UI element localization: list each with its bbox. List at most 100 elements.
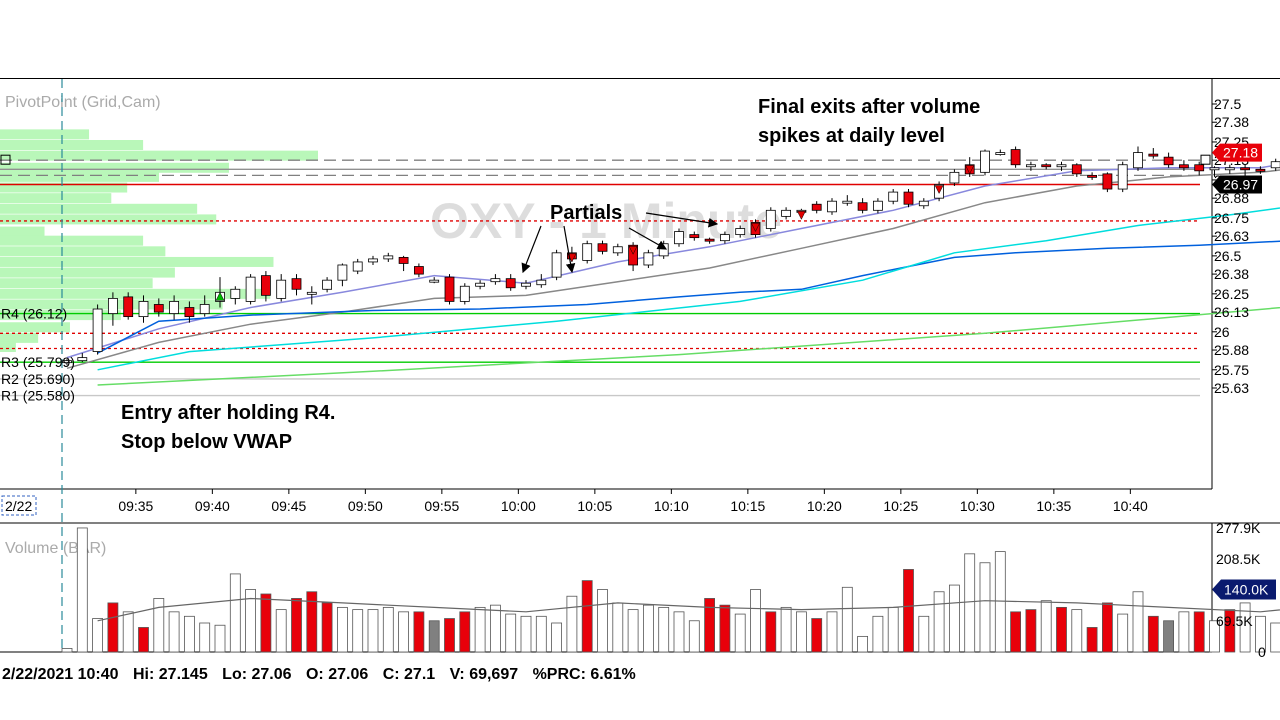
volume-bar [398, 611, 410, 653]
volume-bar [704, 598, 715, 653]
volume-bar [1147, 615, 1159, 653]
candle-body [536, 279, 547, 286]
candle-body [383, 255, 394, 260]
candle-body [123, 296, 134, 318]
pivot-label: R4 (26.12) [1, 306, 67, 322]
candle-body [689, 234, 700, 239]
annotation-arrow [563, 225, 576, 274]
candle-body [138, 301, 149, 318]
candle-body [781, 209, 791, 217]
volume-profile-bar [0, 129, 90, 140]
volume-bar [903, 569, 914, 653]
candle-body [1163, 156, 1174, 166]
volume-bar [1209, 620, 1220, 653]
volume-bar [122, 611, 134, 653]
candle-body [857, 202, 868, 211]
volume-bar [92, 618, 103, 653]
y-tick-label: 26.13 [1214, 304, 1249, 320]
candle-body [873, 200, 883, 211]
candle-body [521, 282, 531, 287]
signal-marker [796, 211, 806, 220]
candle-body [1224, 167, 1235, 171]
volume-bar [260, 593, 272, 653]
candle-body [459, 285, 470, 302]
volume-bar [367, 609, 379, 653]
candle-body [429, 279, 440, 283]
candle-body [1148, 153, 1159, 157]
candle-body [444, 276, 455, 302]
volume-bar [1224, 609, 1236, 653]
volume-bar [1010, 611, 1021, 653]
y-tick-label: 26.25 [1214, 286, 1249, 302]
y-tick-label: 25.88 [1214, 342, 1249, 358]
y-tick-label: 26.88 [1214, 190, 1249, 206]
candle-body [1087, 174, 1097, 178]
candle-body [199, 304, 210, 314]
price-tag [1212, 143, 1262, 162]
volume-bar [505, 613, 517, 653]
status-open: O: 27.06 [305, 666, 369, 683]
volume-bar [566, 595, 578, 653]
indicator-line [97, 207, 1280, 371]
candle-body [306, 291, 317, 295]
candle-body [1102, 173, 1113, 190]
volume-bar [933, 591, 945, 653]
x-tick-label: 10:10 [654, 498, 689, 514]
volume-bar [1178, 611, 1190, 653]
candle-body [276, 279, 287, 299]
volume-bar [1270, 622, 1280, 653]
pivot-label: R3 (25.799) [1, 354, 75, 370]
x-tick-label: 09:50 [348, 498, 383, 514]
volume-profile-bar [0, 310, 121, 321]
candle-body [1056, 164, 1067, 168]
volume-bar [1163, 620, 1174, 653]
signal-marker [751, 223, 760, 233]
indicator-line [97, 306, 1280, 386]
candle-body [1209, 167, 1220, 171]
candle-body [291, 278, 302, 290]
y-tick-label: 26 [1214, 324, 1230, 340]
volume-profile-bar [0, 203, 198, 214]
volume-bar [780, 606, 792, 653]
candle-body [92, 308, 103, 352]
price-tag [1212, 175, 1262, 194]
volume-value-label: 140.0K [1224, 582, 1269, 598]
indicator-line [97, 240, 1280, 354]
candle-body [597, 243, 608, 252]
volume-bar [459, 611, 471, 653]
candle-body [1071, 164, 1082, 175]
volume-profile-bar [0, 182, 128, 193]
volume-bar [382, 606, 394, 653]
volume-bar [229, 573, 241, 653]
status-bar: 2/22/2021 10:40 Hi: 27.145 Lo: 27.06 O: … [2, 666, 646, 684]
volume-y-tick-label: 0 [1258, 644, 1266, 660]
volume-profile-bar [0, 322, 70, 333]
volume-profile-bar [0, 214, 217, 225]
volume-profile-bar [0, 278, 153, 289]
candle-body [551, 252, 562, 278]
x-tick-label: 09:40 [195, 498, 230, 514]
volume-profile-bar [0, 171, 159, 182]
volume-bar [1040, 600, 1052, 653]
volume-bar [61, 648, 73, 653]
status-prc: %PRC: 6.61% [532, 666, 636, 683]
y-tick-label: 25.63 [1214, 380, 1249, 396]
volume-bar [612, 602, 624, 653]
candle-body [77, 357, 88, 362]
candle-body [184, 307, 195, 318]
x-tick-label: 2/22 [5, 498, 32, 514]
pivot-label: R2 (25.690) [1, 371, 75, 387]
volume-profile-bar [0, 341, 16, 352]
candle-body [1041, 164, 1052, 168]
volume-profile-bar [0, 235, 144, 246]
volume-bar [551, 622, 562, 653]
y-tick-label: 26.75 [1214, 210, 1249, 226]
volume-bar [949, 584, 960, 653]
volume-bar [214, 624, 226, 653]
volume-bar [107, 602, 119, 653]
price-panel-title: PivotPoint (Grid,Cam) [5, 94, 161, 111]
volume-bar [597, 589, 608, 653]
volume-bar [336, 606, 348, 653]
volume-bar [658, 606, 670, 653]
